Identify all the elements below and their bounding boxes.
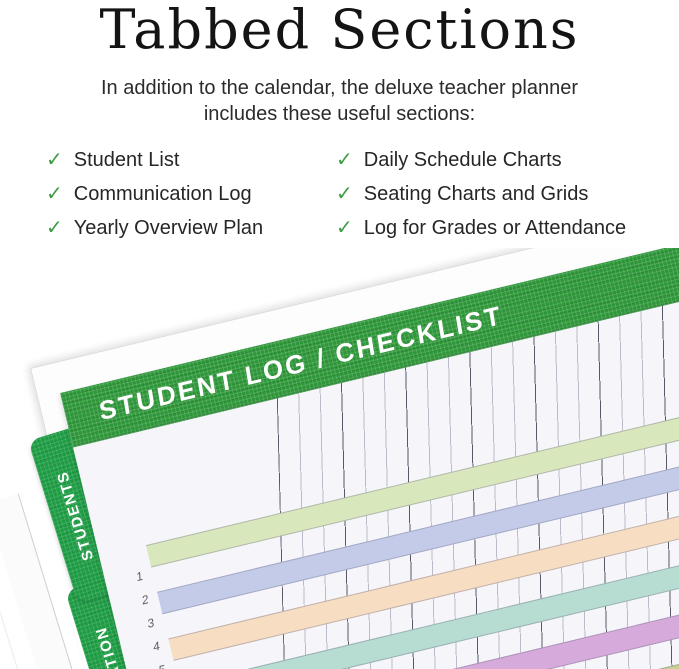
check-icon: ✓ <box>336 149 353 172</box>
row-number: 5 <box>134 662 165 669</box>
row-number: 3 <box>147 615 155 632</box>
feature-list-left: ✓ Student List ✓ Communication Log ✓ Yearly O… <box>46 147 336 249</box>
feature-item: ✓ Yearly Overview Plan <box>46 215 336 240</box>
row-number: 1 <box>136 568 144 585</box>
feature-label: Seating Charts and Grids <box>363 183 589 206</box>
row-number: 2 <box>141 591 149 608</box>
feature-item: ✓ Communication Log <box>46 181 336 206</box>
row-number: 4 <box>152 638 161 655</box>
feature-label: Yearly Overview Plan <box>73 217 264 240</box>
feature-item: ✓ Seating Charts and Grids <box>336 181 666 206</box>
feature-item: ✓ Daily Schedule Charts <box>336 147 666 172</box>
header: Tabbed Sections In addition to the calen… <box>0 0 679 127</box>
page-title: Tabbed Sections <box>99 0 580 61</box>
feature-label: Log for Grades or Attendance <box>363 217 627 240</box>
feature-label: Communication Log <box>73 183 252 206</box>
subtitle-line-1: In addition to the calendar, the deluxe … <box>100 76 578 99</box>
subtitle: In addition to the calendar, the deluxe … <box>0 75 679 128</box>
check-icon: ✓ <box>46 183 63 206</box>
check-icon: ✓ <box>336 183 353 206</box>
feature-label: Daily Schedule Charts <box>363 149 562 172</box>
feature-checklist: ✓ Student List ✓ Communication Log ✓ Yearly O… <box>46 147 679 249</box>
feature-label: Student List <box>73 149 180 172</box>
planner-photo: COMMUNICATION STUDENTS STUDENT LOG / CHE… <box>0 248 679 669</box>
check-icon: ✓ <box>336 217 353 240</box>
feature-item: ✓ Log for Grades or Attendance <box>336 215 666 240</box>
feature-item: ✓ Student List <box>46 147 336 172</box>
subtitle-line-2: includes these useful sections: <box>203 103 476 126</box>
check-icon: ✓ <box>46 149 63 172</box>
check-icon: ✓ <box>46 217 63 240</box>
feature-list-right: ✓ Daily Schedule Charts ✓ Seating Charts an… <box>336 147 666 249</box>
